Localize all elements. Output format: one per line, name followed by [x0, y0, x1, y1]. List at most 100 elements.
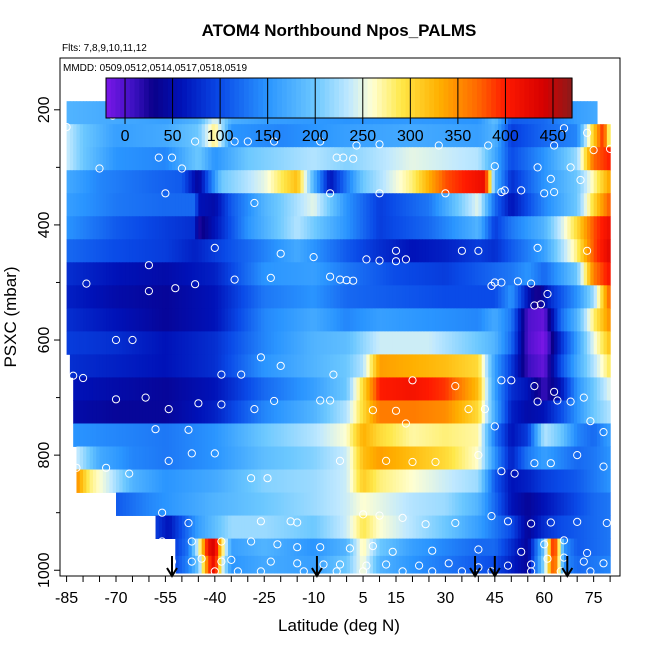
heatmap-cell — [524, 555, 529, 574]
heatmap-cell — [590, 170, 595, 194]
heatmap-cell — [244, 308, 249, 332]
heatmap-cell — [386, 555, 391, 574]
heatmap-cell — [425, 377, 430, 401]
heatmap-cell — [214, 515, 219, 539]
heatmap-cell — [247, 170, 252, 194]
heatmap-cell — [409, 262, 414, 286]
heatmap-cell — [122, 147, 127, 171]
heatmap-cell — [606, 446, 611, 470]
heatmap-cell — [435, 423, 440, 447]
pressure-band-10 — [66, 308, 611, 332]
heatmap-cell — [204, 285, 209, 309]
heatmap-cell — [175, 515, 180, 539]
heatmap-cell — [587, 538, 591, 557]
sample-marker — [332, 153, 341, 162]
heatmap-cell — [211, 193, 216, 217]
sample-marker — [566, 397, 575, 406]
heatmap-cell — [191, 124, 196, 148]
heatmap-cell — [593, 331, 598, 355]
heatmap-cell — [452, 538, 456, 557]
heatmap-cell — [471, 147, 476, 171]
heatmap-cell — [438, 423, 443, 447]
colorbar-segment — [300, 78, 307, 118]
heatmap-cell — [458, 492, 463, 516]
heatmap-cell — [593, 555, 598, 574]
heatmap-cell — [175, 555, 180, 574]
heatmap-cell — [290, 147, 295, 171]
heatmap-cell — [155, 492, 160, 516]
heatmap-cell — [132, 147, 137, 171]
heatmap-cell — [172, 354, 176, 378]
heatmap-cell — [204, 124, 209, 148]
heatmap-cell — [96, 446, 101, 470]
heatmap-cell — [550, 377, 555, 401]
heatmap-cell — [264, 400, 269, 424]
heatmap-cell — [125, 262, 130, 286]
heatmap-cell — [119, 193, 124, 217]
heatmap-cell — [544, 446, 549, 470]
heatmap-cell — [158, 193, 163, 217]
heatmap-cell — [303, 492, 308, 516]
heatmap-cell — [560, 555, 565, 574]
heatmap-cell — [274, 262, 279, 286]
sample-marker — [503, 561, 513, 570]
heatmap-cell — [402, 377, 407, 401]
heatmap-cell — [139, 170, 143, 194]
heatmap-cell — [491, 331, 496, 355]
sample-marker — [217, 557, 226, 566]
heatmap-cell — [195, 469, 199, 493]
heatmap-cell — [300, 147, 305, 171]
heatmap-cell — [567, 538, 572, 557]
heatmap-cell — [297, 239, 302, 263]
heatmap-cell — [152, 423, 157, 447]
heatmap-cell — [511, 469, 516, 493]
heatmap-cell — [567, 354, 572, 378]
heatmap-cell — [195, 538, 199, 557]
heatmap-cell — [590, 193, 595, 217]
heatmap-cell — [274, 147, 279, 171]
heatmap-cell — [69, 147, 74, 171]
heatmap-cell — [478, 262, 483, 286]
heatmap-cell — [125, 400, 130, 424]
heatmap-cell — [284, 193, 288, 217]
heatmap-cell — [540, 377, 545, 401]
heatmap-cell — [241, 147, 246, 171]
heatmap-cell — [389, 446, 394, 470]
heatmap-cell — [139, 331, 143, 355]
heatmap-cell — [560, 331, 565, 355]
sample-marker — [431, 457, 440, 467]
heatmap-cell — [382, 515, 387, 539]
heatmap-cell — [274, 377, 279, 401]
heatmap-cell — [501, 147, 506, 171]
heatmap-cell — [188, 354, 193, 378]
heatmap-cell — [452, 262, 456, 286]
heatmap-cell — [264, 308, 269, 332]
heatmap-cell — [606, 262, 611, 286]
colorbar-segment — [144, 78, 150, 118]
heatmap-cell — [89, 193, 94, 217]
heatmap-cell — [471, 285, 476, 309]
heatmap-cell — [573, 285, 578, 309]
heatmap-cell — [214, 423, 219, 447]
heatmap-cell — [290, 170, 295, 194]
heatmap-cell — [478, 377, 483, 401]
heatmap-cell — [577, 262, 582, 286]
heatmap-cell — [580, 492, 585, 516]
heatmap-cell — [188, 538, 193, 557]
heatmap-cell — [313, 262, 318, 286]
heatmap-cell — [557, 124, 562, 148]
heatmap-cell — [195, 377, 199, 401]
heatmap-cell — [550, 423, 555, 447]
heatmap-cell — [399, 147, 404, 171]
heatmap-cell — [369, 555, 374, 574]
heatmap-cell — [577, 308, 582, 332]
heatmap-cell — [402, 515, 407, 539]
heatmap-cell — [181, 147, 186, 171]
heatmap-cell — [468, 262, 473, 286]
heatmap-cell — [142, 239, 147, 263]
heatmap-cell — [102, 285, 107, 309]
heatmap-cell — [290, 469, 295, 493]
heatmap-cell — [550, 331, 555, 355]
heatmap-cell — [488, 400, 493, 424]
heatmap-cell — [310, 423, 315, 447]
